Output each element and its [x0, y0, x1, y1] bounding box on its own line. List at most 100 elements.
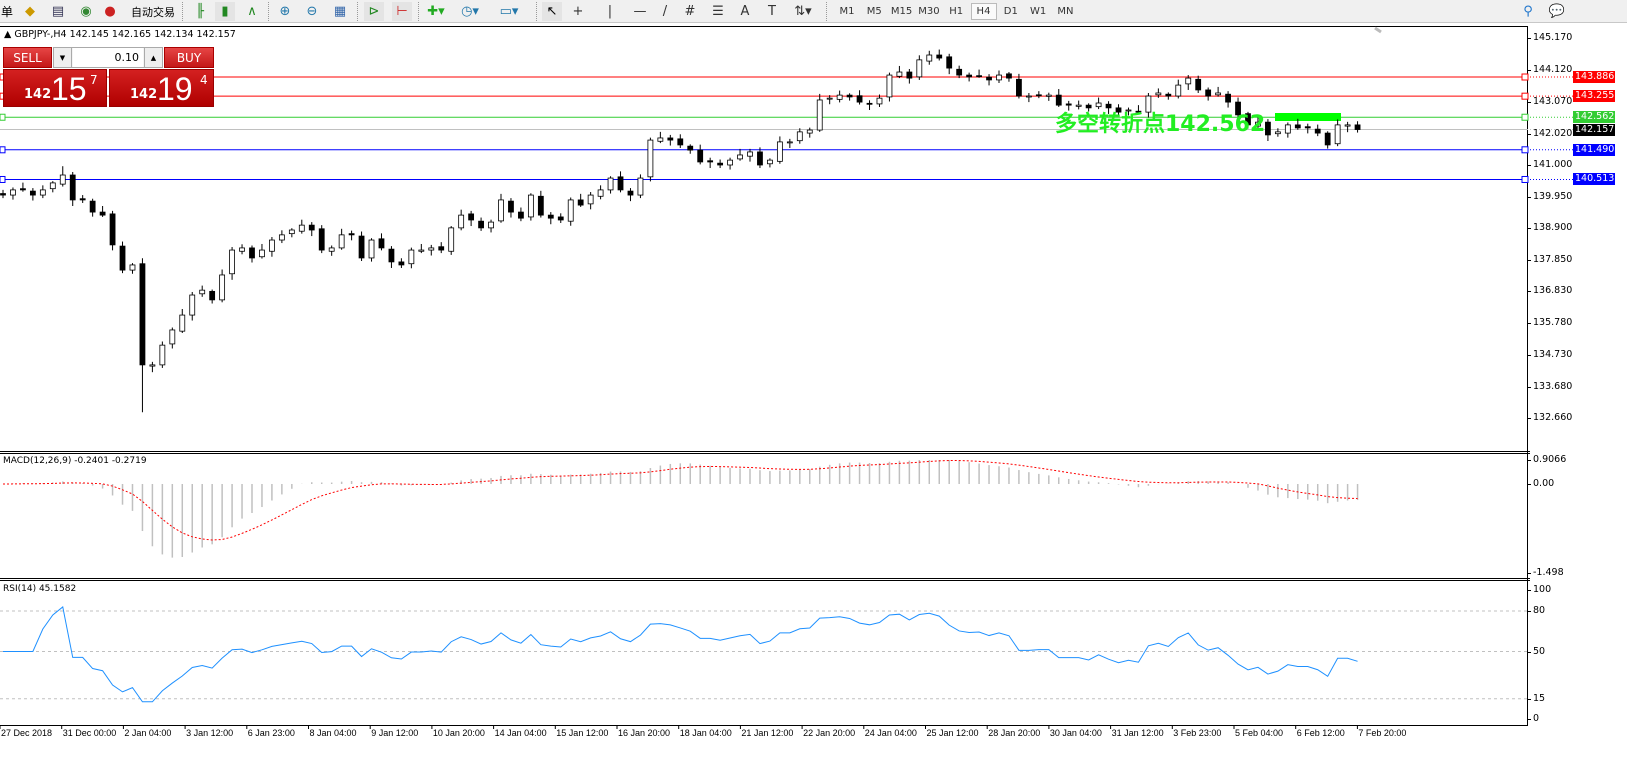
candle-bear — [547, 214, 554, 219]
candle-bull — [368, 239, 375, 259]
search-icon[interactable]: ⚲ — [1523, 4, 1533, 19]
folder-icon[interactable]: ◆ — [25, 4, 35, 19]
autotrade-icon[interactable]: ● — [104, 4, 116, 19]
candle-bull — [1045, 94, 1052, 97]
candle-bull — [567, 199, 574, 222]
zoom-in-icon[interactable]: ⊕ — [279, 4, 291, 19]
candle-bear — [388, 248, 395, 263]
candle-bull — [657, 137, 664, 142]
timeframe-m15[interactable]: M15 — [890, 6, 913, 17]
candle-bull — [298, 224, 305, 232]
price-tag-141.490[interactable]: 141.490 — [1573, 143, 1615, 156]
cursor-icon[interactable]: ↖ — [542, 2, 562, 21]
candle-bull — [1185, 77, 1192, 85]
timeframe-mn[interactable]: MN — [1057, 6, 1074, 17]
price-axis-label: 139.950 — [1533, 190, 1573, 202]
lot-increase-button[interactable]: ▲ — [144, 48, 162, 67]
candle-bull — [926, 54, 933, 62]
candle-bear — [69, 174, 76, 201]
candle-bull — [239, 247, 245, 252]
trendline-icon[interactable]: / — [662, 4, 668, 19]
price-tag-142.157[interactable]: 142.157 — [1573, 123, 1615, 136]
candle-bear — [1115, 107, 1122, 113]
price-tag-142.562[interactable]: 142.562 — [1573, 111, 1615, 124]
chart-shift-icon[interactable]: ⊢ — [392, 2, 412, 21]
rsi-pane-separator[interactable] — [0, 578, 1530, 579]
label-icon[interactable]: T — [768, 4, 776, 19]
buy-quote[interactable]: 142 19 4 — [109, 69, 214, 107]
indicators-icon[interactable]: ✚▾ — [427, 4, 445, 19]
autoscroll-icon[interactable]: ⊳ — [364, 2, 384, 21]
price-tag-143.886[interactable]: 143.886 — [1573, 71, 1615, 83]
menu-fragment[interactable]: 单 — [0, 5, 13, 19]
autotrade-button[interactable]: 自动交易 — [131, 5, 175, 19]
zoom-out-icon[interactable]: ⊖ — [306, 4, 318, 19]
candle-bear — [537, 195, 544, 216]
buy-button[interactable]: BUY — [164, 47, 214, 68]
time-axis-label: 7 Feb 20:00 — [1358, 728, 1407, 738]
rsi-title: RSI(14) 45.1582 — [3, 584, 77, 594]
level-handle — [1521, 92, 1529, 100]
arrows-icon[interactable]: ⇅▾ — [794, 4, 812, 19]
fibonacci-icon[interactable]: ☰ — [712, 4, 724, 19]
candle-bear — [119, 245, 126, 271]
timeframe-h4[interactable]: H4 — [970, 3, 997, 20]
candle-bear — [1195, 78, 1202, 91]
navigator-icon[interactable]: ▤ — [51, 4, 65, 19]
candle-bear — [936, 54, 943, 59]
collapse-arrow-icon[interactable]: ▲ — [4, 29, 15, 40]
timeframe-h1[interactable]: H1 — [949, 6, 964, 17]
horizontal-line-icon[interactable]: — — [633, 4, 647, 19]
lot-input[interactable]: 0.10 — [73, 48, 143, 67]
text-icon[interactable]: A — [740, 4, 750, 19]
time-axis-label: 3 Feb 23:00 — [1173, 728, 1222, 738]
timeframe-w1[interactable]: W1 — [1029, 6, 1047, 17]
sell-button[interactable]: SELL — [3, 47, 52, 68]
candle-bull — [1025, 95, 1032, 98]
pivot-annotation[interactable]: 多空转折点142.562 — [1055, 112, 1266, 137]
timeframe-m5[interactable]: M5 — [866, 6, 882, 17]
lot-decrease-button[interactable]: ▼ — [54, 48, 72, 67]
tile-icon[interactable]: ▦ — [333, 4, 347, 19]
candle-bull — [737, 154, 743, 160]
bar-chart-icon[interactable]: ╟ — [196, 4, 204, 19]
chat-icon[interactable]: 💬 — [1548, 4, 1566, 19]
crosshair-icon[interactable]: + — [572, 4, 584, 19]
macd-signal-line — [2, 460, 1358, 541]
lot-stepper[interactable]: ▼ 0.10 ▲ — [53, 47, 163, 68]
chart-window[interactable] — [0, 26, 1528, 726]
macd-pane-separator[interactable] — [0, 451, 1530, 452]
timeframe-m30[interactable]: M30 — [918, 6, 940, 17]
candle-bull — [637, 177, 644, 196]
level-handle — [0, 113, 6, 121]
candlestick-icon[interactable]: ▮ — [215, 2, 235, 21]
candle-bull — [1145, 95, 1152, 113]
candle-bull — [587, 194, 594, 205]
candle-bear — [966, 74, 973, 78]
candle-bear — [846, 94, 853, 98]
price-tag-140.513[interactable]: 140.513 — [1573, 173, 1615, 186]
vertical-line-icon[interactable]: | — [607, 4, 613, 19]
sell-quote[interactable]: 142 15 7 — [3, 69, 107, 107]
price-axis-label: 145.170 — [1533, 32, 1573, 43]
signal-icon[interactable]: ◉ — [80, 4, 92, 19]
price-axis-label: 134.730 — [1533, 349, 1573, 361]
candle-bull — [747, 151, 753, 157]
macd-axis-tick — [1527, 460, 1531, 461]
level-handle — [0, 175, 6, 183]
timeframe-d1[interactable]: D1 — [1003, 6, 1018, 17]
rsi-axis-tick — [1527, 719, 1531, 720]
templates-icon[interactable]: ▭▾ — [499, 4, 519, 19]
candle-bear — [508, 200, 514, 213]
timeframe-m1[interactable]: M1 — [839, 6, 855, 17]
candle-bull — [129, 264, 136, 271]
periods-icon[interactable]: ◷▾ — [461, 4, 479, 19]
channel-icon[interactable]: # — [684, 4, 696, 19]
time-axis-label: 5 Feb 04:00 — [1235, 728, 1284, 738]
line-chart-icon[interactable]: ∧ — [247, 4, 257, 19]
candle-bull — [896, 71, 903, 77]
price-tag-143.255[interactable]: 143.255 — [1573, 90, 1615, 103]
candle-bull — [876, 97, 883, 105]
candle-bear — [139, 263, 146, 366]
